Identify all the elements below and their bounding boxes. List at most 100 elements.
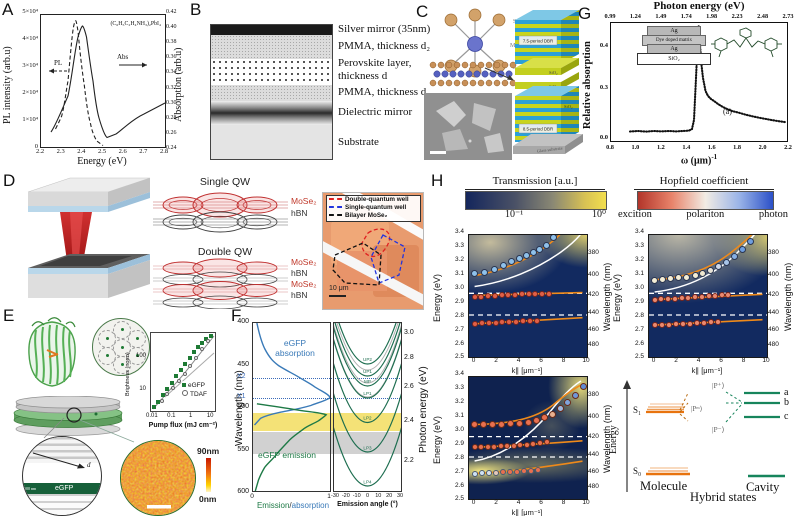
afm-colorbar: [206, 458, 211, 492]
legend-dash-black: [329, 214, 342, 217]
mos2-monolayer-lattice: [429, 61, 517, 87]
dbr-top-label: 7.5-period DBR: [523, 39, 553, 44]
afm-scale-bar: [147, 505, 171, 509]
double-qw-band-diagram: [153, 258, 288, 309]
molecule-label: Molecule: [640, 479, 688, 493]
branch-up2: UP2: [363, 357, 372, 362]
panel-a-yticks-right: 0.42 0.40 0.38 0.36 0.34 0.32 0.30 0.28 0.26 0.24: [166, 9, 177, 151]
panel-g-plot: Ag Dye doped matrix Ag SiO₂ (a): [610, 22, 788, 142]
absorption-label: eGFP absorption: [275, 338, 315, 358]
brightness-legend: eGFP TDAF: [181, 381, 208, 400]
dbr-layers-bottom: [23, 494, 101, 515]
silver-mirror-layer: [211, 25, 332, 35]
hybrid-states-label: Hybrid states: [690, 490, 757, 504]
h3-scatter: [469, 377, 587, 499]
panel-c-letter: C: [416, 2, 429, 21]
substrate-layer: [211, 125, 332, 159]
panel-g-letter: G: [578, 4, 592, 23]
single-qw-hbn-label: hBN: [291, 208, 308, 218]
emission-label: eGFP emission: [258, 450, 316, 460]
legend-egfp: eGFP: [188, 382, 205, 389]
hopfield-colorbar: [637, 191, 774, 210]
x2-label: X2: [237, 373, 246, 380]
emission-band-gray: [252, 432, 402, 454]
pmma-d1-label: PMMA, thickness d₁: [338, 86, 431, 98]
transmission-min-label: 10⁻¹: [505, 209, 524, 220]
s1-label: S₁: [633, 405, 642, 415]
dbr-microcavity-stack: 7.5-period DBR SiO₂ SiO₂ SiO₂ Si₃N₄ 8.5-…: [513, 10, 583, 154]
level-diagram: [646, 390, 785, 484]
open-microcavity-schematic: [27, 177, 151, 298]
microscopy-legend: Double-quantum well Single-quantum well …: [326, 195, 421, 222]
substrate-label: Substrate: [338, 136, 379, 148]
region-outlines: [332, 228, 406, 286]
cavity-stack-diagram: [210, 24, 333, 160]
perovskite-label-2: thickness d: [338, 70, 388, 82]
single-qw-mose2-label: MoSe₂: [291, 196, 317, 206]
panel-e-letter: E: [3, 306, 15, 325]
mos2-microscopy-image: [424, 93, 512, 160]
legend-bilayer: Bilayer MoSe₂: [345, 212, 388, 219]
panel-a-xlabel: Energy (eV): [77, 156, 127, 167]
brightness-plot: eGFP TDAF: [150, 332, 216, 412]
dispersion-plot: UP2 UP1 MP LP1 LP2 LP3 LP4: [333, 322, 402, 492]
glass-substrate-label: Glass substrate: [537, 145, 563, 153]
dielectric-mirror-layer: [211, 101, 332, 125]
spectra-curves: [253, 322, 331, 492]
transmission-max-label: 10⁰: [592, 209, 607, 220]
double-qw-hbn-top-label: hBN: [291, 268, 308, 278]
exciton-line-x2: [252, 378, 402, 379]
dye-molecule-sketch: [711, 27, 782, 58]
panel-f-letter: F: [231, 306, 242, 325]
zoom-connector-lines: [43, 417, 135, 443]
h2-ylabel: Energy (eV): [612, 273, 622, 323]
panel-a-yticks-left: 5×10⁴ 4×10⁴ 3×10⁴ 2×10⁴ 1×10⁴ 0: [22, 8, 38, 151]
cavity-level-b: b: [784, 397, 789, 408]
cavity-level-a: a: [784, 387, 789, 398]
double-qw-hbn-bottom-label: hBN: [291, 290, 308, 300]
transmission-cbar-title: Transmission [a.u.]: [465, 174, 605, 190]
panel-g-ylabel: Relative absorption: [582, 41, 593, 129]
panel-h-letter: H: [431, 171, 444, 190]
p-mid-label: |Pᵐ⟩: [691, 405, 703, 413]
afm-image-circle: [120, 440, 196, 516]
tdaf-marker-icon: [182, 390, 188, 396]
spectra-xlabel: Emission/absorption: [238, 501, 348, 510]
single-qw-title: Single QW: [199, 176, 251, 188]
x1-label: X1: [237, 393, 246, 400]
h1-ylabel: Energy (eV): [432, 273, 442, 323]
panel-g-top-axis-label: Photon energy (eV): [653, 0, 745, 12]
dbr-zoom-circle: d 500 nm eGFP: [22, 436, 102, 516]
panel-b-letter: B: [190, 0, 202, 19]
dye-absorption-curve: [628, 25, 787, 133]
exciton-line-x1: [252, 398, 402, 399]
branch-up1: UP1: [363, 369, 372, 374]
egfp-protein-ribbon: [28, 317, 76, 387]
double-qw-mose2-top-label: MoSe₂: [291, 257, 317, 267]
afm-noise: [121, 441, 195, 515]
branch-lp3: LP3: [363, 446, 372, 451]
brightness-xlabel: Pump flux (mJ cm⁻²): [148, 422, 218, 429]
dbr-bottom-label: 8.5-period DBR: [523, 127, 553, 132]
s-atom-label-bottom: S: [513, 65, 516, 71]
zoom-region-ring: [66, 407, 82, 423]
scale-bar: [430, 151, 446, 154]
egfp-marker-icon: [182, 383, 186, 387]
h1-scatter: [469, 235, 587, 357]
egfp-layer-thickness: 500 nm: [24, 486, 37, 491]
panel-g-xlabel-exp: -1: [711, 153, 718, 161]
panel-a-letter: A: [2, 0, 14, 19]
branch-lp4: LP4: [363, 480, 372, 485]
microscopy-scale-bar: [329, 295, 346, 297]
h2-xlabel: k∥ [μm⁻¹]: [691, 366, 723, 375]
legend-dash-red: [329, 198, 342, 201]
double-qw-title: Double QW: [197, 246, 253, 258]
polariton-branches: UP2 UP1 MP LP1 LP2 LP3 LP4: [334, 323, 401, 487]
legend-single-qw: Single-quantum well: [345, 204, 407, 211]
lasing-band-yellow: [252, 413, 402, 431]
sio2-spacer-top-label: SiO₂: [549, 70, 558, 75]
arrow-to-cavity-gap: [484, 67, 514, 81]
abs-curve-label: Abs: [117, 53, 129, 61]
h1-wlabel: Wavelength (nm): [602, 262, 612, 332]
egfp-layer-band: 500 nm eGFP: [23, 483, 101, 494]
